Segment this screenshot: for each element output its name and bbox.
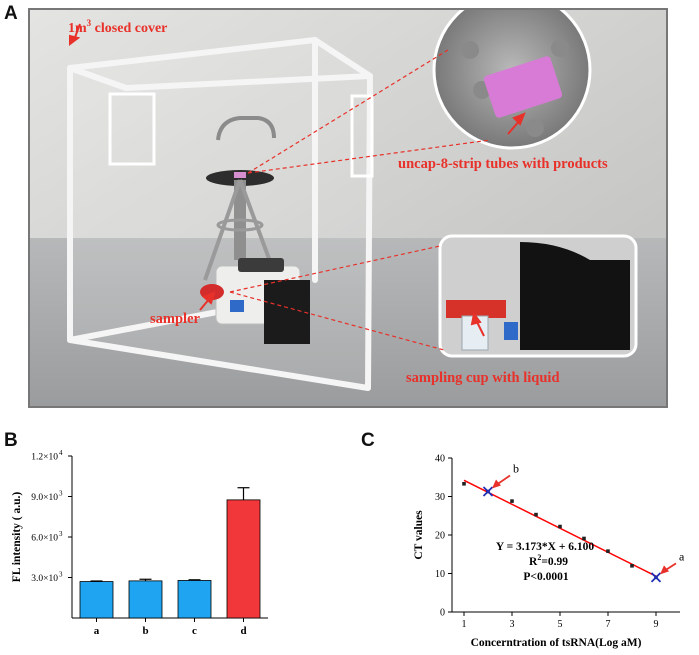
data-point (462, 481, 466, 486)
x-tick-label: 1 (462, 619, 467, 630)
x-tick-label: d (240, 625, 246, 637)
x-tick-label: a (94, 625, 100, 637)
y-axis-label: CT values (413, 510, 425, 560)
y-tick-exponent: 3 (59, 571, 63, 579)
highlight-arrowhead (492, 479, 501, 489)
data-point (606, 549, 610, 553)
bar (128, 580, 163, 619)
highlight-marker (650, 572, 662, 583)
panel-a-letter: A (4, 3, 18, 24)
y-tick-label: 20 (435, 531, 445, 542)
y-tick-label: 40 (435, 454, 445, 465)
data-point (558, 524, 562, 529)
panel-c-letter: C (361, 430, 375, 451)
highlight-label: a (679, 549, 685, 563)
highlight-arrowhead (660, 565, 669, 575)
x-tick-label: 5 (558, 619, 563, 630)
bar (79, 581, 114, 619)
y-tick-label: 10 (435, 569, 445, 580)
callout-sampling-cup: sampling cup with liquid (406, 370, 560, 386)
x-tick-label: 9 (654, 619, 659, 630)
y-tick-label: 6.0×10 (31, 534, 58, 544)
stool (203, 116, 277, 281)
x-tick-label: c (192, 625, 197, 637)
callout-connectors (229, 49, 491, 351)
callout-closed-cover: 1m3 closed cover (68, 18, 167, 36)
y-tick-label: 3.0×10 (31, 574, 58, 584)
data-point (510, 499, 514, 503)
y-tick-label: 30 (435, 492, 445, 503)
callout-tubes: uncap-8-strip tubes with products (398, 156, 608, 172)
tubes-zoom (432, 10, 592, 150)
callout-sampler: sampler (150, 311, 201, 327)
fit-equation: Y = 3.173*X + 6.100 (496, 541, 595, 553)
cup-zoom (438, 234, 638, 358)
y-tick-label: 0 (440, 608, 445, 619)
p-value: P<0.0001 (523, 571, 568, 583)
photo-panel: 1m3 closed cover uncap-8-strip tubes wit… (28, 8, 668, 408)
y-tick-exponent: 4 (59, 449, 63, 457)
y-tick-label: 1.2×10 (31, 453, 58, 463)
scatter-chart: 0 10 20 30 40 1 3 5 7 9 b a Y = 3.173*X + 6.100R2=0.… (413, 454, 685, 650)
y-tick-exponent: 3 (59, 530, 63, 538)
photo-illustration: 1m3 closed cover uncap-8-strip tubes wit… (30, 10, 666, 406)
r-squared: R2=0.99 (529, 553, 568, 568)
highlight-marker (482, 486, 494, 497)
y-axis-label: FL intensity ( a.u.) (11, 492, 23, 583)
y-tick-exponent: 3 (59, 490, 63, 498)
x-tick-label: 7 (606, 619, 611, 630)
bar (177, 580, 212, 619)
callout-arrows (69, 23, 526, 337)
bar (226, 499, 261, 619)
x-axis-label: Concerntration of tsRNA(Log aM) (471, 637, 642, 649)
highlight-label: b (513, 461, 519, 475)
data-point (534, 512, 538, 517)
data-point (630, 564, 634, 568)
y-tick-label: 9.0×10 (31, 493, 58, 503)
x-tick-label: 3 (510, 619, 515, 630)
panel-b-letter: B (4, 430, 18, 451)
x-tick-label: b (142, 625, 148, 637)
data-point (582, 536, 586, 541)
sampler-device (200, 258, 310, 344)
bar-chart: 3.0×10 36.0×10 39.0×10 31.2×10 4a b c dFL inten… (11, 449, 268, 637)
